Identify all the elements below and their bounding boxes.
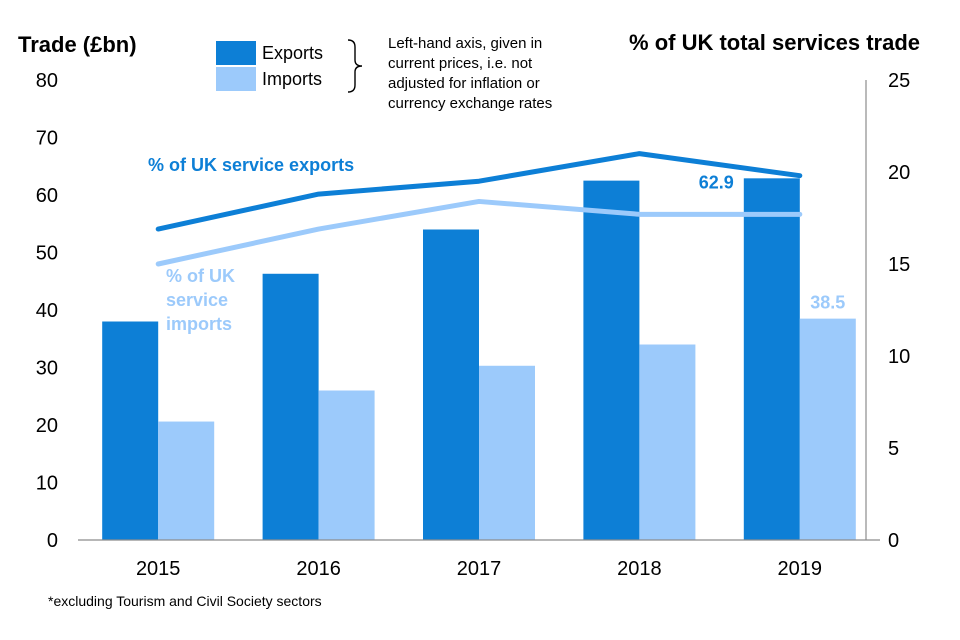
x-tick-label-2019: 2019 [778,558,823,580]
exports-line-label: % of UK service exports [148,155,355,175]
data-label-exports-2019: 62.9 [699,172,734,192]
imports-line-label-2: service [166,290,229,310]
bar-imports-2016 [318,390,375,540]
x-tick-label-2016: 2016 [296,558,341,580]
bar-imports-2015 [158,421,215,540]
x-tick-label-2015: 2015 [136,558,181,580]
legend-item-exports: Exports [216,40,323,66]
bar-exports-2019 [743,178,800,540]
axis-note: Left-hand axis, given in current prices,… [388,35,553,112]
left-tick-label: 30 [36,358,58,380]
footnote: *excluding Tourism and Civil Society sec… [48,593,322,609]
right-axis-title: % of UK total services trade [629,30,920,55]
legend-label-exports: Exports [262,42,324,63]
right-tick-label: 10 [888,346,910,368]
left-tick-label: 60 [36,185,58,207]
bar-group [102,178,856,540]
imports-line-label: % of UK service imports [166,264,235,336]
left-tick-label: 10 [36,473,58,495]
x-tick-label-2018: 2018 [617,558,662,580]
legend: Exports Imports [216,40,323,92]
imports-line-label-1: % of UK [166,266,235,286]
legend-item-imports: Imports [216,66,323,92]
right-tick-label: 15 [888,254,910,276]
right-tick-label: 5 [888,438,899,460]
bar-exports-2017 [423,229,479,540]
imports-line-label-3: imports [166,314,233,334]
x-tick-label-2017: 2017 [457,558,502,580]
left-tick-label: 50 [36,243,58,265]
left-tick-label: 0 [47,530,58,552]
bar-imports-2017 [479,365,535,540]
left-tick-label: 20 [36,415,58,437]
data-label-group: 62.9 38.5 [699,172,846,312]
bar-imports-2018 [639,344,696,540]
line-imports-share [155,198,803,267]
left-tick-label: 80 [36,70,58,92]
left-tick-label: 40 [36,300,58,322]
line-exports-share [155,151,803,232]
axes-group [78,80,880,541]
bar-exports-2018 [583,180,640,540]
right-tick-label: 20 [888,162,910,184]
legend-swatch-imports [216,67,256,91]
legend-label-imports: Imports [262,68,323,89]
tick-group: 0 10 20 30 40 50 60 70 80 0 5 10 15 20 25 2015 2016 2017 2… [36,70,911,580]
right-tick-label: 0 [888,530,899,552]
bar-imports-2019 [799,318,856,540]
left-axis-title: Trade (£bn) [18,32,137,57]
bar-exports-2016 [262,273,319,540]
brace-icon [347,39,363,93]
data-label-imports-2019: 38.5 [810,293,845,313]
right-tick-label: 25 [888,70,910,92]
legend-swatch-exports [216,41,256,65]
left-tick-label: 70 [36,128,58,150]
bar-exports-2015 [102,321,159,540]
line-group [155,151,803,267]
